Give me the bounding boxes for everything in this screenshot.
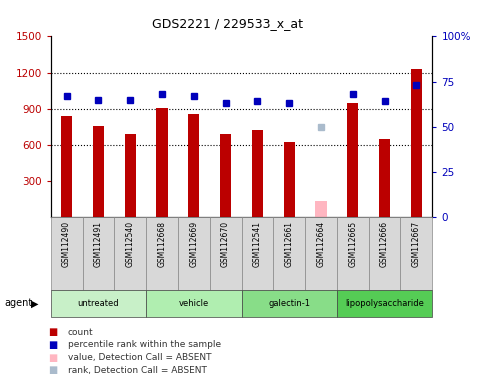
Text: agent: agent: [5, 298, 33, 308]
Bar: [347, 103, 358, 217]
Bar: [83, 217, 114, 290]
Text: GSM112490: GSM112490: [62, 220, 71, 267]
Text: GSM112669: GSM112669: [189, 220, 199, 267]
Bar: [337, 217, 369, 290]
Bar: [252, 130, 263, 217]
Bar: [61, 116, 72, 217]
Bar: [178, 217, 210, 290]
Text: GSM112666: GSM112666: [380, 220, 389, 267]
Text: ■: ■: [48, 327, 57, 337]
Text: rank, Detection Call = ABSENT: rank, Detection Call = ABSENT: [68, 366, 207, 375]
Bar: [242, 290, 337, 317]
Text: GSM112664: GSM112664: [316, 220, 326, 267]
Text: ▶: ▶: [31, 298, 39, 308]
Bar: [315, 201, 327, 217]
Bar: [411, 69, 422, 217]
Text: count: count: [68, 328, 93, 337]
Text: vehicle: vehicle: [179, 299, 209, 308]
Text: GSM112665: GSM112665: [348, 220, 357, 267]
Text: value, Detection Call = ABSENT: value, Detection Call = ABSENT: [68, 353, 211, 362]
Text: GSM112661: GSM112661: [284, 220, 294, 266]
Text: GSM112491: GSM112491: [94, 220, 103, 266]
Bar: [337, 290, 432, 317]
Bar: [305, 217, 337, 290]
Bar: [284, 142, 295, 217]
Bar: [220, 134, 231, 217]
Bar: [51, 290, 146, 317]
Text: lipopolysaccharide: lipopolysaccharide: [345, 299, 424, 308]
Text: untreated: untreated: [78, 299, 119, 308]
Text: ■: ■: [48, 365, 57, 375]
Bar: [400, 217, 432, 290]
Text: GSM112668: GSM112668: [157, 220, 167, 266]
Bar: [51, 217, 83, 290]
Bar: [146, 290, 242, 317]
Text: ■: ■: [48, 353, 57, 362]
Bar: [188, 114, 199, 217]
Text: ■: ■: [48, 340, 57, 350]
Bar: [273, 217, 305, 290]
Text: GSM112541: GSM112541: [253, 220, 262, 266]
Bar: [93, 126, 104, 217]
Bar: [125, 134, 136, 217]
Bar: [114, 217, 146, 290]
Bar: [210, 217, 242, 290]
Text: GSM112670: GSM112670: [221, 220, 230, 267]
Bar: [146, 217, 178, 290]
Bar: [156, 108, 168, 217]
Text: percentile rank within the sample: percentile rank within the sample: [68, 340, 221, 349]
Bar: [379, 139, 390, 217]
Bar: [369, 217, 400, 290]
Bar: [242, 217, 273, 290]
Text: GSM112540: GSM112540: [126, 220, 135, 267]
Text: GDS2221 / 229533_x_at: GDS2221 / 229533_x_at: [152, 17, 302, 30]
Text: galectin-1: galectin-1: [268, 299, 310, 308]
Text: GSM112667: GSM112667: [412, 220, 421, 267]
